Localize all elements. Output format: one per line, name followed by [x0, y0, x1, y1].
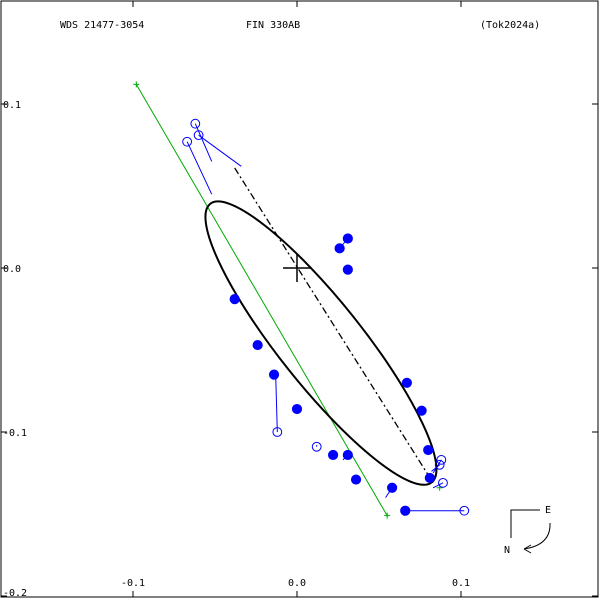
header-right-label: (Tok2024a): [480, 20, 540, 31]
filled-point: [342, 264, 353, 275]
compass-north-label: N: [504, 545, 510, 556]
residual-line: [198, 134, 242, 167]
y-tick-label: -0.2: [3, 588, 27, 599]
filled-point: [334, 243, 345, 254]
filled-point: [327, 449, 339, 461]
residual-line: [194, 123, 213, 162]
y-tick-label: -0.1: [3, 428, 27, 439]
y-tick-label: 0.0: [3, 264, 21, 275]
x-tick-label: 0.0: [288, 578, 306, 589]
compass-east-arrow: [510, 509, 540, 538]
filled-point: [387, 482, 398, 493]
observation-points: [182, 118, 470, 516]
open-point: [311, 441, 322, 452]
node-marker: [133, 81, 140, 88]
filled-point: [424, 472, 435, 484]
filled-point: [416, 405, 427, 416]
periastron-line-segment: [234, 167, 434, 484]
residual-line: [186, 141, 213, 195]
x-tick-labels: -0.1 0.0 0.1: [121, 578, 470, 589]
filled-point: [252, 339, 263, 351]
open-point: [272, 427, 283, 437]
filled-point: [268, 369, 280, 380]
open-point: [193, 130, 204, 141]
residual-line: [432, 482, 444, 489]
filled-point: [350, 474, 362, 485]
filled-point: [401, 377, 412, 388]
line-of-nodes-segment: [135, 84, 388, 516]
compass-east-label: E: [545, 505, 551, 516]
open-point: [436, 454, 447, 465]
filled-point: [229, 294, 240, 305]
node-marker: [384, 512, 391, 519]
periastron-line: [234, 167, 434, 484]
primary-cross: [283, 254, 311, 282]
filled-point: [342, 233, 353, 244]
y-tick-labels: 0.1 0.0 -0.1 -0.2: [3, 100, 27, 599]
x-tick-label: 0.1: [452, 578, 470, 589]
compass-rotation-arrow: [523, 522, 551, 550]
line-of-nodes: [133, 81, 443, 519]
open-point: [438, 477, 448, 488]
residual-line: [275, 374, 278, 433]
filled-point: [400, 505, 411, 516]
open-point: [434, 459, 445, 470]
x-tick-label: -0.1: [121, 578, 145, 589]
header-left-label: WDS 21477-3054: [60, 20, 144, 31]
filled-point: [291, 403, 303, 415]
filled-point: [423, 444, 434, 456]
open-point: [182, 136, 193, 147]
open-point: [190, 118, 201, 129]
y-tick-label: 0.1: [3, 100, 21, 111]
compass: E N: [504, 505, 551, 556]
filled-point: [342, 449, 353, 461]
open-point: [459, 505, 470, 516]
header-center-label: FIN 330AB: [246, 20, 300, 31]
primary-star-cross: [283, 254, 311, 282]
compass-arrowhead: [523, 544, 532, 554]
